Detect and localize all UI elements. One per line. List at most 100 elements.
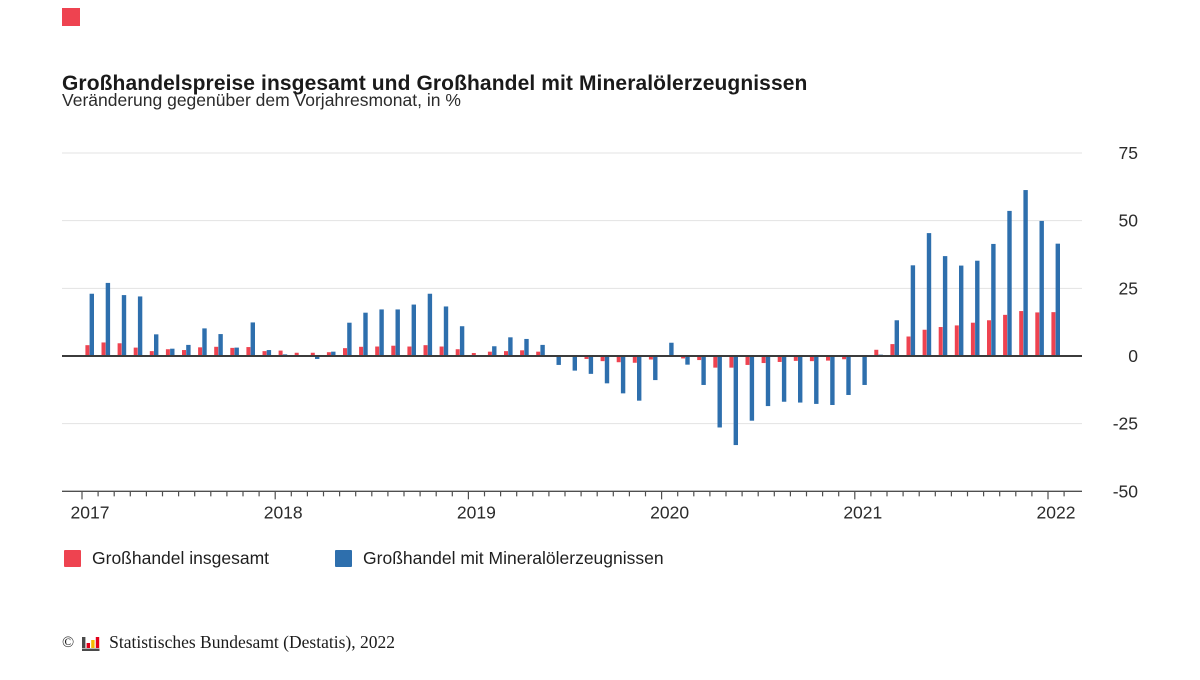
bar-2019-09: [605, 356, 609, 383]
bar-2017-07: [186, 345, 190, 356]
bar-2017-02: [102, 342, 106, 356]
bar-2021-08: [975, 261, 979, 356]
bar-2018-06: [363, 313, 367, 356]
logo-baseline: [82, 648, 100, 650]
bar-2019-03: [508, 337, 512, 356]
x-tick-label: 2017: [71, 502, 110, 522]
bar-2019-05: [540, 345, 544, 356]
bar-2020-06: [746, 356, 750, 365]
bar-2019-11: [633, 356, 637, 363]
bar-2021-09: [991, 244, 995, 356]
bar-2018-12: [460, 326, 464, 356]
bar-2021-12: [1040, 221, 1044, 356]
legend-label: Großhandel mit Mineralölerzeugnissen: [363, 548, 664, 569]
y-tick-label: 0: [1128, 346, 1138, 366]
bar-2022-01: [1051, 312, 1055, 356]
legend-swatch-red: [64, 550, 81, 567]
bar-2018-11: [444, 306, 448, 356]
bar-2020-05: [734, 356, 738, 445]
bar-2020-01: [669, 343, 673, 356]
y-tick-label: 50: [1119, 211, 1139, 231]
bar-2017-06: [170, 349, 174, 356]
bar-2020-11: [830, 356, 834, 405]
legend-item-insgesamt: Großhandel insgesamt: [64, 548, 269, 569]
chart-legend: Großhandel insgesamt Großhandel mit Mine…: [64, 548, 664, 569]
bar-2018-05: [343, 348, 347, 356]
bar-2021-01: [862, 356, 866, 385]
bar-2018-07: [379, 309, 383, 356]
bar-2020-12: [846, 356, 850, 395]
bar-2019-06: [557, 356, 561, 365]
bar-2017-09: [214, 347, 218, 356]
bar-2021-11: [1019, 311, 1023, 356]
y-tick-label: 25: [1119, 278, 1138, 298]
bar-2018-06: [359, 347, 363, 356]
bar-2021-03: [895, 320, 899, 356]
bar-2020-04: [713, 356, 717, 368]
x-tick-label: 2018: [264, 502, 303, 522]
bar-2022-01: [1056, 244, 1060, 356]
destatis-logo-icon: [82, 634, 101, 652]
bar-2021-03: [890, 344, 894, 356]
bar-2020-10: [814, 356, 818, 404]
bar-2017-04: [134, 348, 138, 356]
bar-2017-05: [154, 334, 158, 356]
source-text: Statistisches Bundesamt (Destatis), 2022: [109, 632, 395, 653]
logo-bar: [96, 637, 99, 648]
bar-2019-08: [589, 356, 593, 374]
bar-2021-09: [987, 320, 991, 356]
bar-2020-06: [750, 356, 754, 421]
logo-bar: [87, 643, 90, 648]
y-tick-label: -50: [1113, 481, 1139, 501]
bar-2021-12: [1035, 312, 1039, 356]
bar-2017-08: [202, 328, 206, 356]
bar-2021-04: [911, 265, 915, 356]
x-tick-label: 2019: [457, 502, 496, 522]
bar-2017-11: [251, 322, 255, 356]
bar-2018-08: [391, 346, 395, 356]
bar-2017-10: [235, 348, 239, 356]
bar-2019-12: [653, 356, 657, 380]
bar-2018-05: [347, 323, 351, 356]
bar-2019-11: [637, 356, 641, 401]
bar-2019-02: [492, 346, 496, 356]
bar-2021-10: [1003, 315, 1007, 356]
bar-2020-03: [701, 356, 705, 385]
bar-2018-07: [375, 347, 379, 356]
bar-2021-08: [971, 323, 975, 356]
logo-bar: [82, 637, 85, 648]
bar-2017-10: [230, 348, 234, 356]
y-tick-label: -25: [1113, 414, 1138, 434]
bar-2021-07: [955, 325, 959, 356]
bar-2018-10: [428, 294, 432, 356]
legend-label: Großhandel insgesamt: [92, 548, 269, 569]
bar-2018-08: [396, 309, 400, 356]
bar-2021-07: [959, 266, 963, 356]
bar-2019-07: [573, 356, 577, 371]
bar-2018-09: [412, 305, 416, 356]
legend-swatch-blue: [335, 550, 352, 567]
bar-2020-05: [729, 356, 733, 368]
logo-bar: [91, 640, 94, 648]
bar-2017-03: [122, 295, 126, 356]
bar-2018-12: [456, 349, 460, 356]
bar-2017-11: [246, 347, 250, 356]
bar-2021-06: [939, 327, 943, 356]
bar-2017-04: [138, 296, 142, 356]
x-tick-label: 2020: [650, 502, 689, 522]
bar-2019-10: [621, 356, 625, 393]
bar-2021-05: [923, 330, 927, 356]
bar-2017-03: [118, 343, 122, 356]
source-line: © Statistisches Bundesamt (Destatis), 20…: [62, 632, 395, 653]
bar-2020-07: [762, 356, 766, 363]
bar-2017-06: [166, 349, 170, 356]
bar-2020-08: [782, 356, 786, 402]
bar-2021-10: [1007, 211, 1011, 356]
bar-2017-01: [85, 345, 89, 356]
bar-2020-07: [766, 356, 770, 406]
copyright-symbol: ©: [62, 634, 74, 652]
bar-2021-05: [927, 233, 931, 356]
bar-2019-04: [524, 339, 528, 356]
bar-2021-04: [907, 337, 911, 356]
